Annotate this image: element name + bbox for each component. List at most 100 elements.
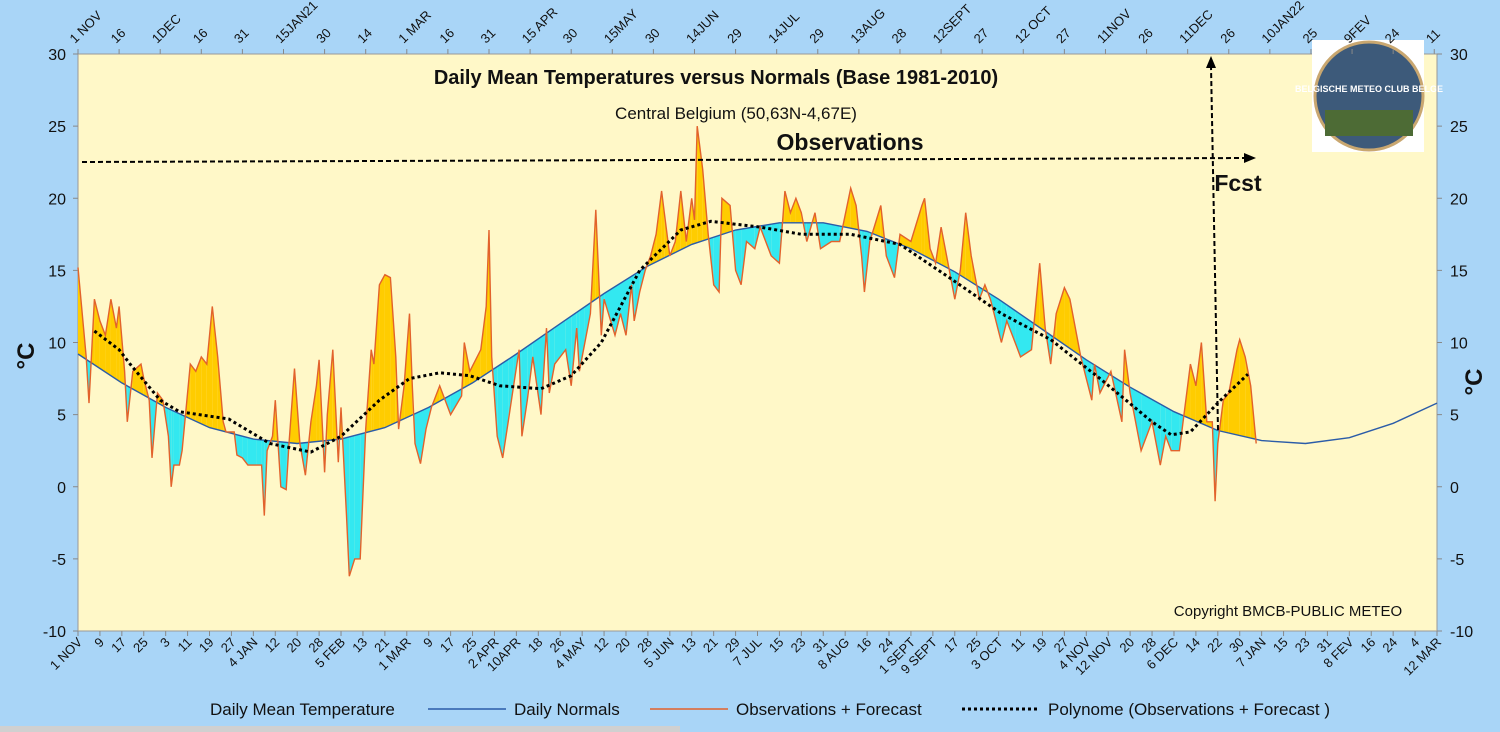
y-tick-label: 20 [48,191,66,208]
anomaly-fill [242,436,248,466]
forecast-arrow [1210,65,1219,431]
y2-tick-label: 30 [1450,47,1468,64]
y-axis-label: °C [13,343,40,370]
anomaly-fill [206,306,213,429]
bottom-bar [0,726,680,732]
logo-ground [1325,110,1413,136]
anomaly-fill [390,277,396,426]
y-tick-label: 25 [48,119,66,136]
anomaly-fill [1239,339,1246,437]
anomaly-fill [502,359,509,458]
anomaly-fill [1190,364,1196,422]
anomaly-fill [771,222,780,264]
anomaly-fill [1141,393,1152,451]
anomaly-fill [280,441,287,490]
anomaly-fill [480,306,487,378]
plot-layer [77,126,1438,577]
anomaly-fill [420,408,426,464]
y-tick-label: 10 [48,336,66,353]
anomaly-fill [713,235,720,292]
anomaly-fill [886,239,895,278]
chart-title: Daily Mean Temperatures versus Normals (… [434,67,998,89]
y2-tick-label: -10 [1450,624,1473,641]
anomaly-fill [1006,304,1016,343]
anomaly-fill [1223,393,1229,433]
legend-label: Observations + Forecast [736,700,922,719]
anomaly-fill [354,434,361,559]
plot-area [77,53,1438,632]
anomaly-fill [1171,410,1180,451]
legend-label: Daily Mean Temperature [210,700,395,719]
anomaly-fill [110,299,117,380]
anomaly-fill [247,437,257,466]
anomaly-fill [1228,349,1237,435]
logo-text: BELGISCHE METEO CLUB BELGE [1295,84,1443,94]
y2-tick-label: 25 [1450,119,1468,136]
anomaly-fill [346,437,350,577]
anomaly-fill [1160,404,1166,466]
y-tick-label: 0 [57,480,66,497]
anomaly-fill [850,188,857,230]
anomaly-fill [604,286,615,336]
anomaly-fill [371,349,374,432]
anomaly-fill [384,274,391,428]
y-tick-label: 5 [57,408,66,425]
y2-tick-label: 20 [1450,191,1468,208]
anomaly-fill [1237,339,1240,436]
forecast-label: Fcst [1214,170,1262,196]
anomaly-fill [921,198,925,256]
anomaly-fill [620,279,626,336]
anomaly-fill [1001,301,1007,343]
anomaly-fill [790,198,796,223]
anomaly-fill [1206,421,1213,429]
anomaly-fill [656,191,662,262]
anomaly-fill [349,435,355,577]
y-tick-label: -10 [43,624,66,641]
anomaly-fill [795,198,802,223]
anomaly-fill [634,271,640,321]
anomaly-fill [173,411,180,466]
anomaly-fill [1245,356,1251,439]
anomaly-fill [310,385,317,443]
anomaly-fill [721,198,731,235]
legend-label: Daily Normals [514,700,620,719]
legend-label: Polynome (Observations + Forecast ) [1048,700,1330,719]
y2-tick-label: -5 [1450,552,1464,569]
y2-axis-label: °C [1461,369,1488,396]
anomaly-fill [256,439,262,466]
anomaly-fill [1195,342,1202,424]
anomaly-fill [965,212,972,283]
anomaly-fill [1056,287,1065,345]
chart-subtitle: Central Belgium (50,63N-4,67E) [615,104,857,123]
y2-tick-label: 15 [1450,263,1468,280]
anomaly-fill [579,306,585,372]
anomaly-fill [379,274,385,430]
anomaly-fill [132,364,141,394]
anomaly-fill [1020,314,1032,357]
observations-label: Observations [777,129,924,155]
copyright: Copyright BMCB-PUBLIC METEO [1174,603,1402,620]
anomaly-fill [820,222,832,249]
anomaly-fill [236,434,243,458]
anomaly-fill [1064,287,1070,349]
anomaly-fill [415,411,421,464]
arrow-head [1206,56,1216,68]
observations-arrow [81,157,1249,163]
anomaly-fill [735,229,742,285]
anomaly-fill [565,316,572,386]
anomaly-fill [201,356,207,427]
anomaly-fill [190,364,196,422]
y-tick-label: 15 [48,263,66,280]
anomaly-fill [549,327,555,393]
anomaly-fill [508,355,514,422]
anomaly-fill [105,299,111,376]
arrow-head [1244,153,1256,163]
y2-tick-label: 0 [1450,480,1459,497]
y-tick-label: -5 [52,552,66,569]
y-tick-label: 30 [48,47,66,64]
anomaly-fill [450,389,462,415]
anomaly-fill [99,320,106,373]
anomaly-fill [691,198,695,245]
anomaly-fill [521,346,528,437]
